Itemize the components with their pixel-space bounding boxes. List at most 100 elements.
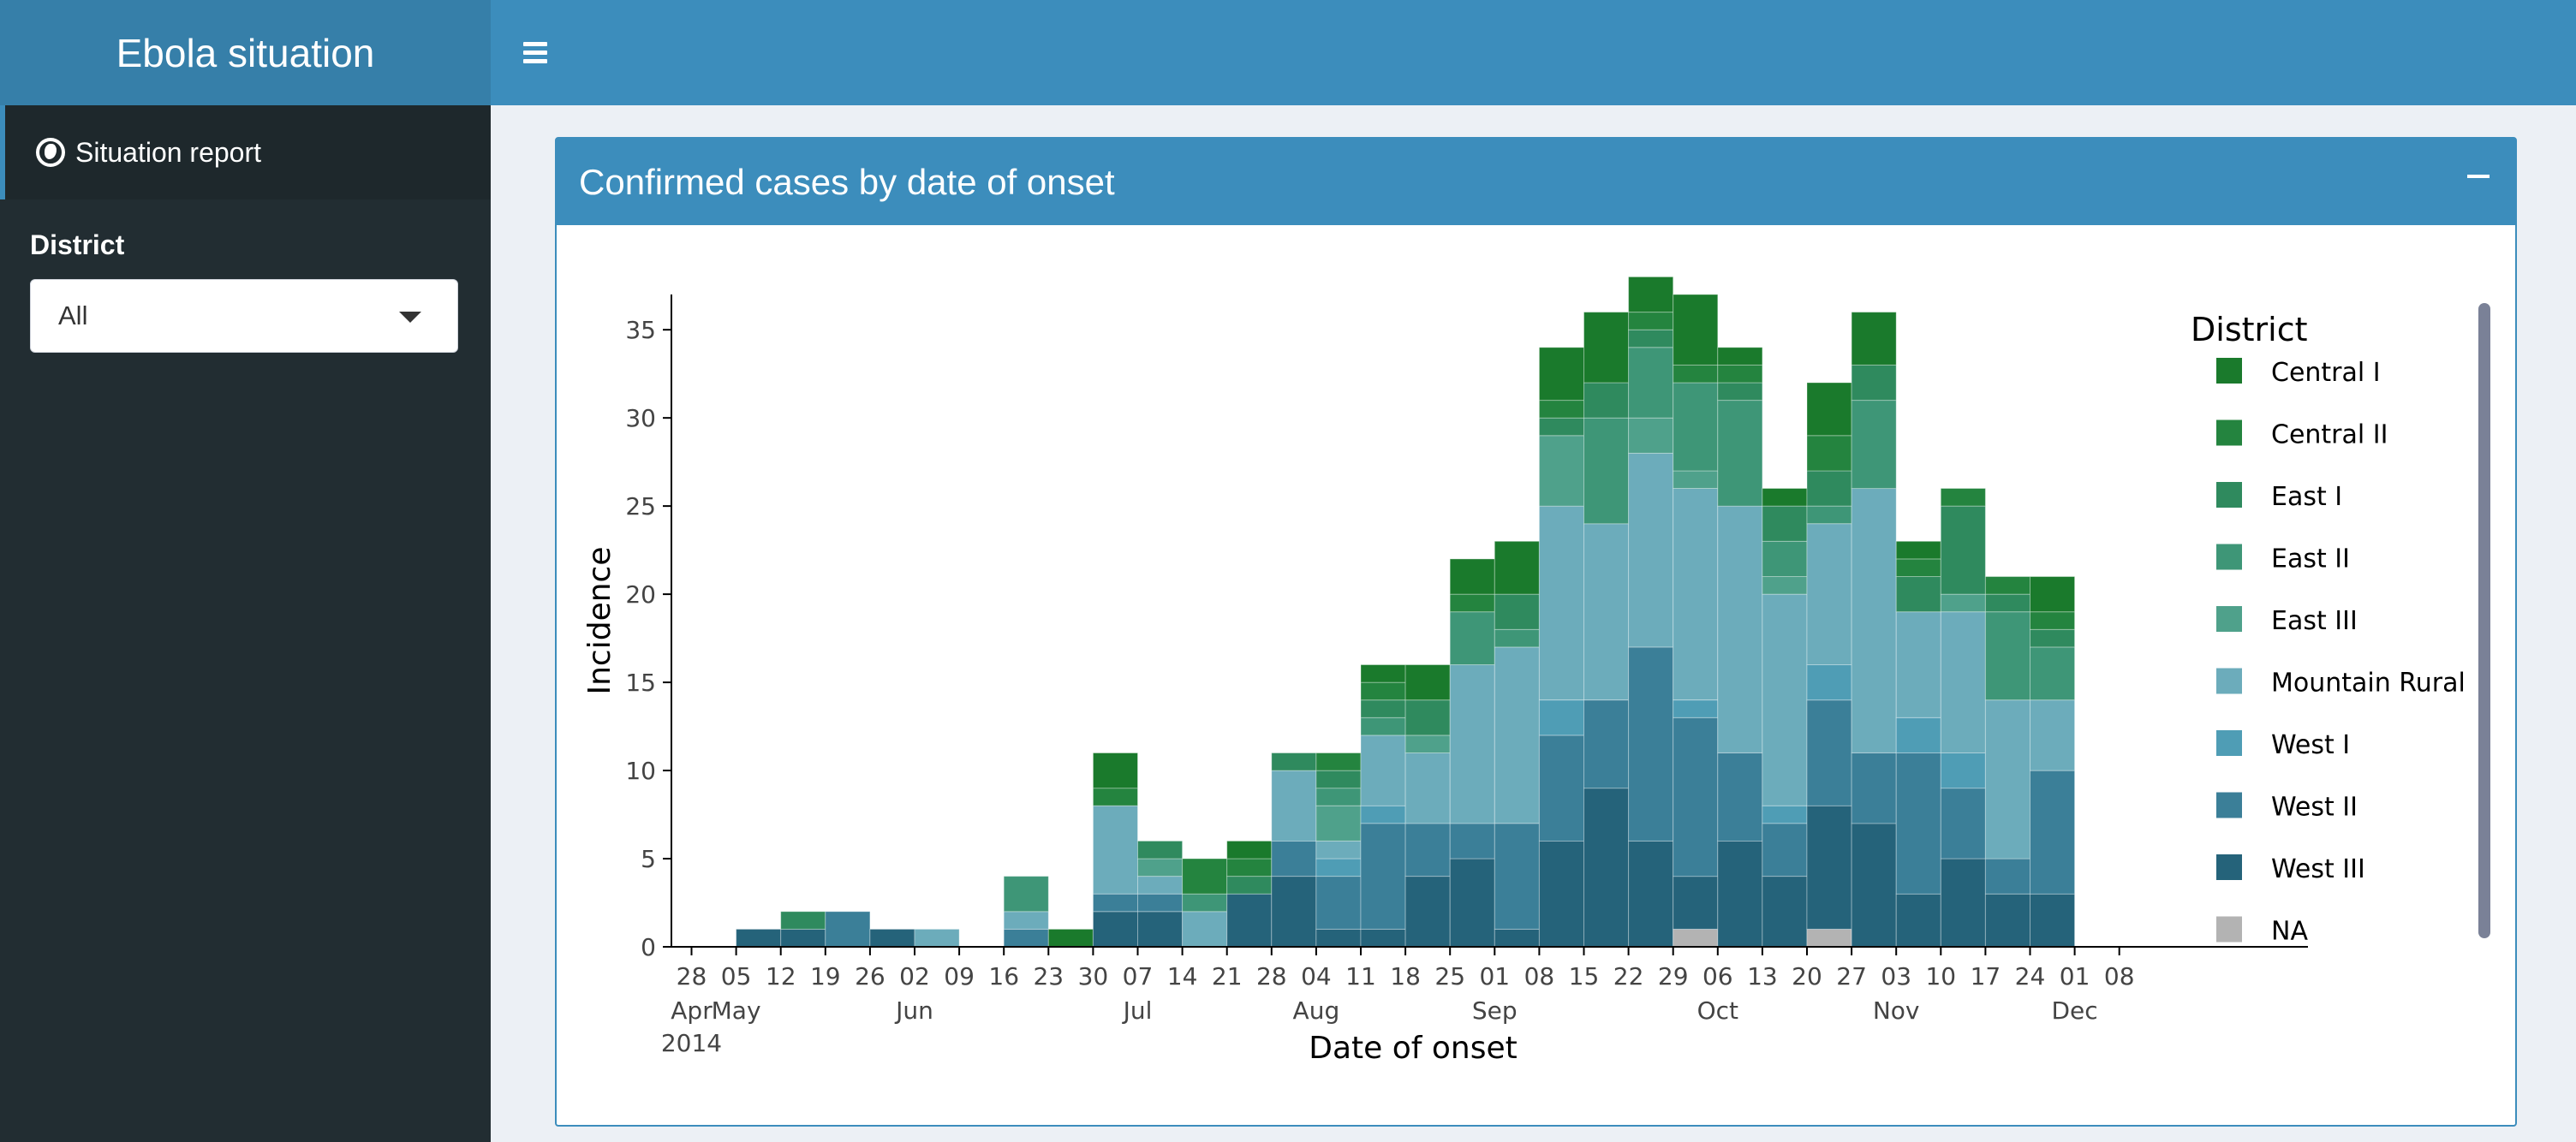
sidebar-toggle-button[interactable] — [491, 0, 580, 105]
bar-segment[interactable] — [1762, 505, 1808, 542]
bar-segment[interactable] — [1762, 488, 1808, 507]
bar-segment[interactable] — [1940, 611, 1986, 754]
bar-segment[interactable] — [2030, 699, 2076, 771]
bar-segment[interactable] — [1673, 364, 1719, 384]
bar-segment[interactable] — [1449, 664, 1495, 824]
bar-segment[interactable] — [1717, 752, 1763, 842]
bar-segment[interactable] — [1806, 805, 1852, 930]
bar-segment[interactable] — [1404, 664, 1451, 701]
bar-segment[interactable] — [914, 928, 960, 948]
bar-segment[interactable] — [1315, 752, 1362, 771]
bar-segment[interactable] — [1984, 893, 2031, 948]
legend-swatch[interactable] — [2216, 916, 2242, 943]
bar-segment[interactable] — [1315, 770, 1362, 789]
bar-segment[interactable] — [1673, 294, 1719, 366]
bar-segment[interactable] — [1895, 611, 1941, 718]
bar-segment[interactable] — [1226, 840, 1273, 859]
bar-segment[interactable] — [1806, 382, 1852, 437]
bar-segment[interactable] — [2030, 611, 2076, 630]
bar-segment[interactable] — [2030, 646, 2076, 701]
bar-segment[interactable] — [1494, 646, 1540, 824]
bar-segment[interactable] — [1940, 752, 1986, 789]
bar-segment[interactable] — [1984, 699, 2031, 859]
bar-segment[interactable] — [1360, 805, 1406, 824]
bar-segment[interactable] — [1360, 823, 1406, 930]
bar-segment[interactable] — [1449, 858, 1495, 948]
bar-segment[interactable] — [1673, 488, 1719, 701]
bar-segment[interactable] — [1628, 646, 1674, 842]
bar-segment[interactable] — [1137, 893, 1184, 913]
legend-swatch[interactable] — [2216, 419, 2242, 446]
bar-segment[interactable] — [1895, 540, 1941, 560]
bar-segment[interactable] — [1895, 558, 1941, 577]
bar-segment[interactable] — [1315, 928, 1362, 948]
bar-segment[interactable] — [1271, 840, 1317, 877]
bar-segment[interactable] — [1271, 876, 1317, 948]
bar-segment[interactable] — [1226, 858, 1273, 877]
bar-segment[interactable] — [1673, 717, 1719, 877]
bar-segment[interactable] — [1360, 717, 1406, 736]
bar-segment[interactable] — [1226, 876, 1273, 895]
legend-item-label[interactable]: West II — [2271, 793, 2358, 823]
bar-segment[interactable] — [1717, 505, 1763, 753]
bar-segment[interactable] — [1984, 576, 2031, 595]
bar-segment[interactable] — [1851, 400, 1897, 490]
bar-segment[interactable] — [1137, 911, 1184, 948]
legend-swatch[interactable] — [2216, 544, 2242, 570]
sidebar-item-situation-report[interactable]: Situation report — [0, 105, 491, 199]
legend-item-label[interactable]: East III — [2271, 606, 2358, 636]
bar-segment[interactable] — [1449, 558, 1495, 595]
bar-segment[interactable] — [1360, 681, 1406, 701]
bar-segment[interactable] — [1226, 893, 1273, 948]
bar-segment[interactable] — [1806, 699, 1852, 806]
bar-segment[interactable] — [780, 911, 826, 930]
bar-segment[interactable] — [1583, 699, 1630, 789]
bar-segment[interactable] — [1717, 840, 1763, 948]
bar-segment[interactable] — [1762, 805, 1808, 824]
bar-segment[interactable] — [1762, 540, 1808, 577]
bar-segment[interactable] — [1449, 611, 1495, 666]
bar-segment[interactable] — [1092, 911, 1139, 948]
bar-segment[interactable] — [1806, 664, 1852, 701]
bar-segment[interactable] — [1940, 593, 1986, 613]
bar-segment[interactable] — [2030, 770, 2076, 895]
bar-segment[interactable] — [1806, 523, 1852, 666]
bar-segment[interactable] — [1271, 752, 1317, 771]
bar-segment[interactable] — [1494, 823, 1540, 930]
bar-segment[interactable] — [1538, 435, 1585, 507]
legend-item-label[interactable]: West III — [2271, 854, 2365, 884]
legend-swatch[interactable] — [2216, 730, 2242, 756]
bar-segment[interactable] — [1315, 858, 1362, 877]
bar-segment[interactable] — [1583, 382, 1630, 419]
bar-segment[interactable] — [1762, 593, 1808, 806]
bar-segment[interactable] — [1851, 312, 1897, 366]
bar-segment[interactable] — [1673, 699, 1719, 718]
bar-segment[interactable] — [1003, 928, 1049, 948]
bar-segment[interactable] — [2030, 628, 2076, 648]
bar-segment[interactable] — [1851, 752, 1897, 824]
legend-item-label[interactable]: East I — [2271, 482, 2342, 512]
bar-segment[interactable] — [2030, 576, 2076, 613]
bar-segment[interactable] — [1404, 823, 1451, 877]
bar-segment[interactable] — [1940, 788, 1986, 859]
bar-segment[interactable] — [1003, 911, 1049, 930]
bar-segment[interactable] — [1092, 752, 1139, 789]
bar-segment[interactable] — [1940, 858, 1986, 948]
bar-segment[interactable] — [1628, 840, 1674, 948]
bar-segment[interactable] — [1673, 876, 1719, 930]
bar-segment[interactable] — [1092, 893, 1139, 913]
bar-segment[interactable] — [1583, 417, 1630, 525]
bar-segment[interactable] — [1583, 312, 1630, 384]
bar-segment[interactable] — [1315, 805, 1362, 842]
bar-segment[interactable] — [1494, 928, 1540, 948]
bar-segment[interactable] — [1673, 382, 1719, 472]
bar-segment[interactable] — [1404, 752, 1451, 824]
bar-segment[interactable] — [1404, 735, 1451, 754]
bar-segment[interactable] — [1851, 823, 1897, 948]
bar-segment[interactable] — [1628, 312, 1674, 330]
legend-swatch[interactable] — [2216, 668, 2242, 694]
bar-segment[interactable] — [1315, 788, 1362, 806]
bar-segment[interactable] — [1538, 840, 1585, 948]
bar-segment[interactable] — [1137, 858, 1184, 877]
legend-item-label[interactable]: Central I — [2271, 358, 2381, 388]
